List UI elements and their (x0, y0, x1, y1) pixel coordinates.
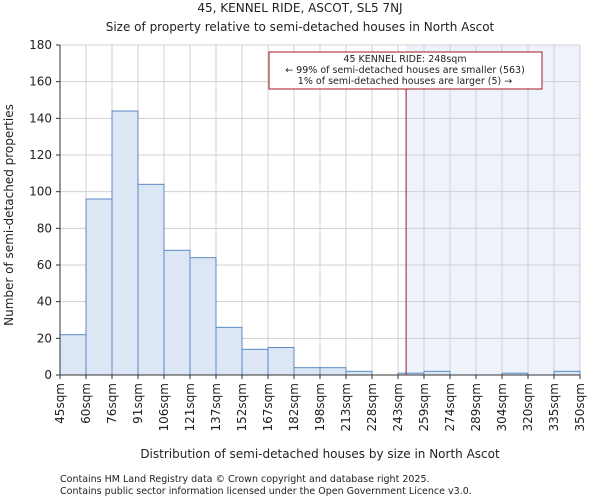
bar (241, 348, 269, 376)
annotation-title: 45 KENNEL RIDE: 248sqm (343, 54, 466, 65)
bar (59, 334, 87, 376)
bars (59, 110, 581, 376)
x-axis-label: Distribution of semi-detached houses by … (140, 447, 500, 461)
y-tick-label: 80 (37, 221, 52, 235)
x-tick-label: 45sqm (53, 383, 67, 424)
bar (553, 370, 581, 376)
y-tick-label: 100 (29, 185, 52, 199)
bar (137, 183, 165, 376)
y-tick-label: 140 (29, 111, 52, 125)
x-tick-label: 213sqm (339, 383, 353, 431)
bar (423, 370, 451, 376)
x-tick-label: 91sqm (131, 383, 145, 424)
x-tick-label: 76sqm (105, 383, 119, 424)
x-tick-label: 259sqm (417, 383, 431, 431)
y-tick-label: 40 (37, 295, 52, 309)
x-tick-label: 335sqm (547, 383, 561, 431)
x-tick-label: 289sqm (469, 383, 483, 431)
y-tick-label: 0 (44, 368, 52, 382)
y-tick-label: 60 (37, 258, 52, 272)
y-axis-label: Number of semi-detached properties (2, 104, 16, 326)
bar (267, 347, 295, 376)
chart-title-address: 45, KENNEL RIDE, ASCOT, SL5 7NJ (197, 1, 402, 15)
bar (85, 198, 113, 376)
y-tick-labels: 0 20 40 60 80 100 120 140 160 180 (29, 38, 60, 382)
bar (111, 110, 139, 376)
bar (293, 367, 321, 376)
chart-title: Size of property relative to semi-detach… (106, 20, 495, 34)
x-tick-label: 350sqm (573, 383, 587, 431)
plot-area: 0 20 40 60 80 100 120 140 160 180 45sqm 60sqm 76sqm… (29, 38, 587, 431)
bar (345, 370, 373, 376)
bar (189, 257, 217, 376)
x-tick-label: 167sqm (261, 383, 275, 431)
x-tick-label: 304sqm (495, 383, 509, 431)
bar (319, 367, 347, 376)
x-tick-label: 320sqm (521, 383, 535, 431)
footer-line-2: Contains public sector information licen… (60, 486, 472, 497)
larger-region-highlight (406, 45, 580, 375)
annotation-larger: 1% of semi-detached houses are larger (5… (298, 76, 512, 87)
x-tick-label: 152sqm (235, 383, 249, 431)
x-tick-label: 121sqm (183, 383, 197, 431)
x-tick-labels: 45sqm 60sqm 76sqm 91sqm 106sqm 121sqm 137sqm 15… (53, 375, 587, 431)
x-tick-label: 182sqm (287, 383, 301, 431)
y-tick-label: 180 (29, 38, 52, 52)
bar (215, 326, 243, 376)
x-tick-label: 228sqm (365, 383, 379, 431)
x-tick-label: 274sqm (443, 383, 457, 431)
y-tick-label: 120 (29, 148, 52, 162)
x-tick-label: 137sqm (209, 383, 223, 431)
x-tick-label: 243sqm (391, 383, 405, 431)
y-tick-label: 20 (37, 331, 52, 345)
annotation-smaller: ← 99% of semi-detached houses are smalle… (285, 65, 525, 76)
x-tick-label: 60sqm (79, 383, 93, 424)
x-tick-label: 106sqm (157, 383, 171, 431)
x-tick-label: 198sqm (313, 383, 327, 431)
y-tick-label: 160 (29, 75, 52, 89)
bar (163, 249, 191, 376)
annotation-box: 45 KENNEL RIDE: 248sqm ← 99% of semi-det… (268, 51, 543, 90)
footer-line-1: Contains HM Land Registry data © Crown c… (60, 474, 430, 485)
